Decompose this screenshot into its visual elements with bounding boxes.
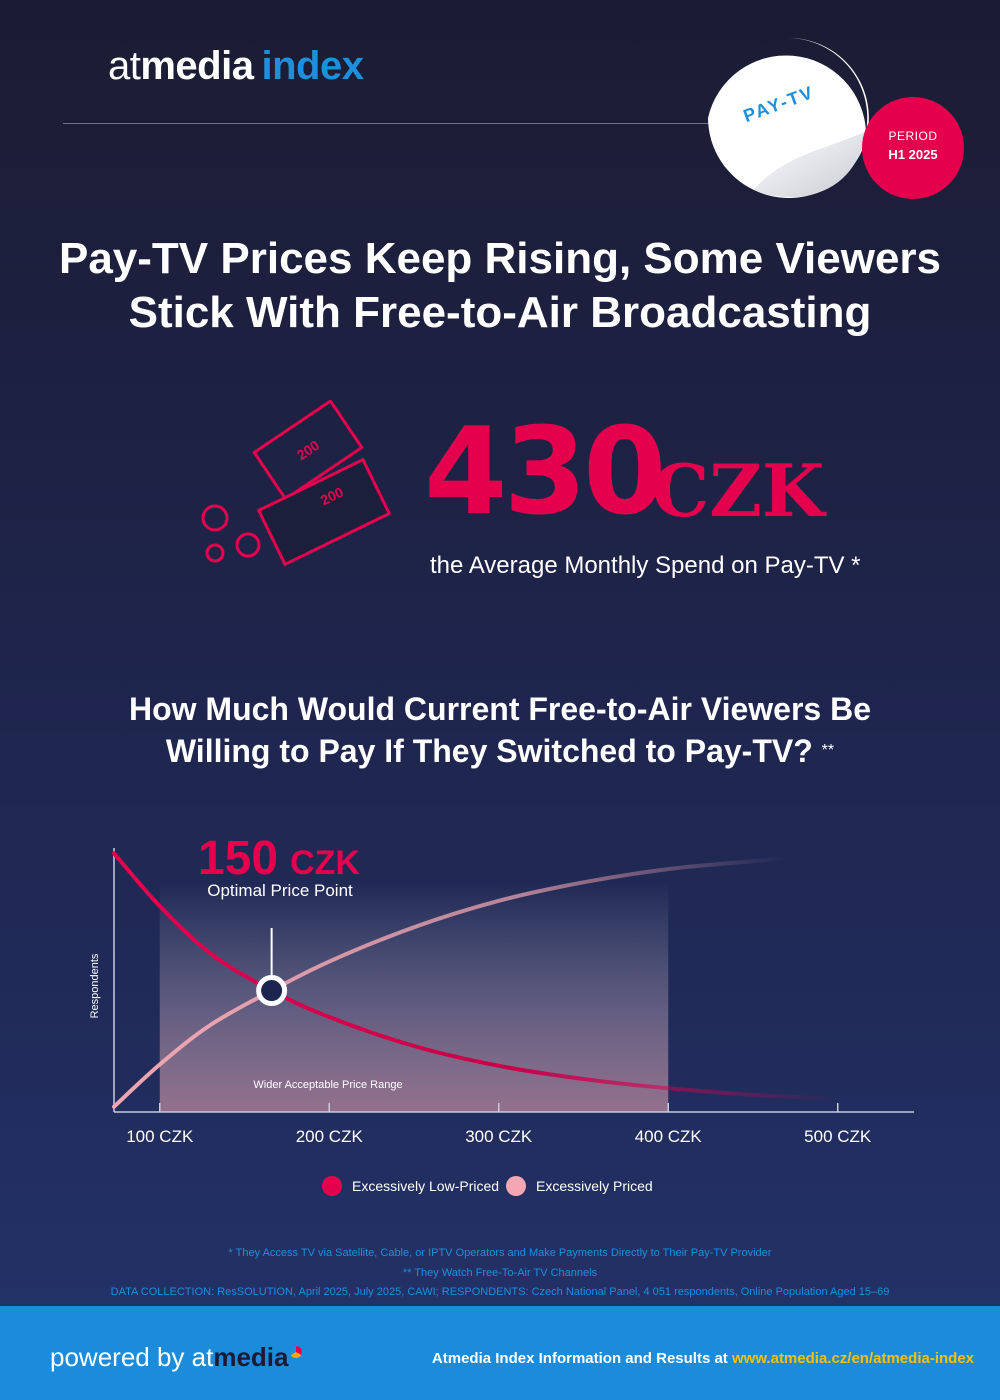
pay-tv-sticker-icon: [708, 37, 869, 198]
x-tick-label: 400 CZK: [635, 1127, 703, 1146]
series-excessively-priced-line: [112, 856, 789, 1109]
page-title: Pay-TV Prices Keep Rising, Some Viewers …: [0, 232, 1000, 340]
chart-legend: Excessively Low-Priced Excessively Priced: [322, 1176, 653, 1196]
chart-question-line-2: Willing to Pay If They Switched to Pay-T…: [165, 733, 813, 769]
footer-bar: powered by atmedia Atmedia Index Informa…: [0, 1306, 1000, 1400]
period-label: PERIOD: [888, 129, 938, 143]
chart-question-line-1: How Much Would Current Free-to-Air Viewe…: [128, 691, 871, 727]
footer-info-link[interactable]: www.atmedia.cz/en/atmedia-index: [731, 1350, 974, 1367]
footnote-2: ** They Watch Free-To-Air TV Channels: [402, 1266, 598, 1279]
footer-logo-media: media: [213, 1342, 289, 1372]
x-tick-label: 300 CZK: [465, 1127, 533, 1146]
page-title-line-1: Pay-TV Prices Keep Rising, Some Viewers: [58, 234, 942, 283]
logo-media: media: [140, 44, 254, 88]
x-tick-label: 500 CZK: [804, 1127, 872, 1146]
series-excessively-low-priced-line: [112, 851, 840, 1101]
optimal-price-value: 150 CZK: [198, 832, 360, 885]
x-tick-label: 100 CZK: [126, 1127, 194, 1146]
powered-by-atmedia: powered by atmedia: [50, 1342, 302, 1373]
legend-label: Excessively Low-Priced: [352, 1178, 499, 1194]
footer-info: Atmedia Index Information and Results at…: [432, 1350, 974, 1367]
footnote-1: * They Access TV via Satellite, Cable, o…: [228, 1247, 772, 1259]
footer-logo-at: at: [191, 1342, 214, 1372]
header-divider: [63, 123, 743, 124]
price-sensitivity-chart: 100 CZK 200 CZK 300 CZK 400 CZK 500 CZK Resp…: [89, 832, 914, 1196]
page-title-line-2: Stick With Free-to-Air Broadcasting: [128, 288, 872, 337]
x-tick-label: 200 CZK: [296, 1127, 364, 1146]
optimal-price-label: Optimal Price Point: [207, 881, 353, 900]
average-spend-unit: CZK: [652, 448, 825, 533]
logo-at: at: [108, 44, 141, 88]
average-spend-value: 430: [424, 403, 666, 542]
acceptable-price-range: [159, 882, 669, 1112]
footnotes: * They Access TV via Satellite, Cable, o…: [0, 1244, 1000, 1303]
banknotes-coins-icon: 200 200: [201, 400, 392, 567]
y-axis-label: Respondents: [89, 953, 101, 1018]
chart-question-footnote-marker: **: [821, 742, 835, 759]
optimal-price-number: 150: [198, 832, 278, 885]
legend-swatch: [506, 1176, 526, 1196]
banknote-value-back: 200: [294, 437, 322, 463]
optimal-price-point: [256, 975, 288, 1007]
footer-info-text: Atmedia Index Information and Results at: [431, 1350, 728, 1367]
period-badge: PERIOD H1 2025: [862, 97, 964, 199]
average-spend-caption: the Average Monthly Spend on Pay-TV *: [430, 552, 861, 579]
legend-swatch: [322, 1176, 342, 1196]
atmedia-index-logo: atmedia index: [108, 44, 364, 89]
logo-index: index: [261, 44, 364, 88]
chart-question: How Much Would Current Free-to-Air Viewe…: [0, 688, 1000, 772]
powered-by-label: powered by: [50, 1342, 185, 1372]
optimal-price-unit: CZK: [290, 844, 360, 882]
atmedia-logo-dot-icon: [289, 1346, 302, 1358]
legend-label: Excessively Priced: [536, 1178, 653, 1194]
acceptable-price-range-label: Wider Acceptable Price Range: [253, 1079, 402, 1091]
period-value: H1 2025: [888, 147, 938, 162]
footnote-data-collection: DATA COLLECTION: ResSOLUTION, April 2025…: [110, 1286, 890, 1298]
